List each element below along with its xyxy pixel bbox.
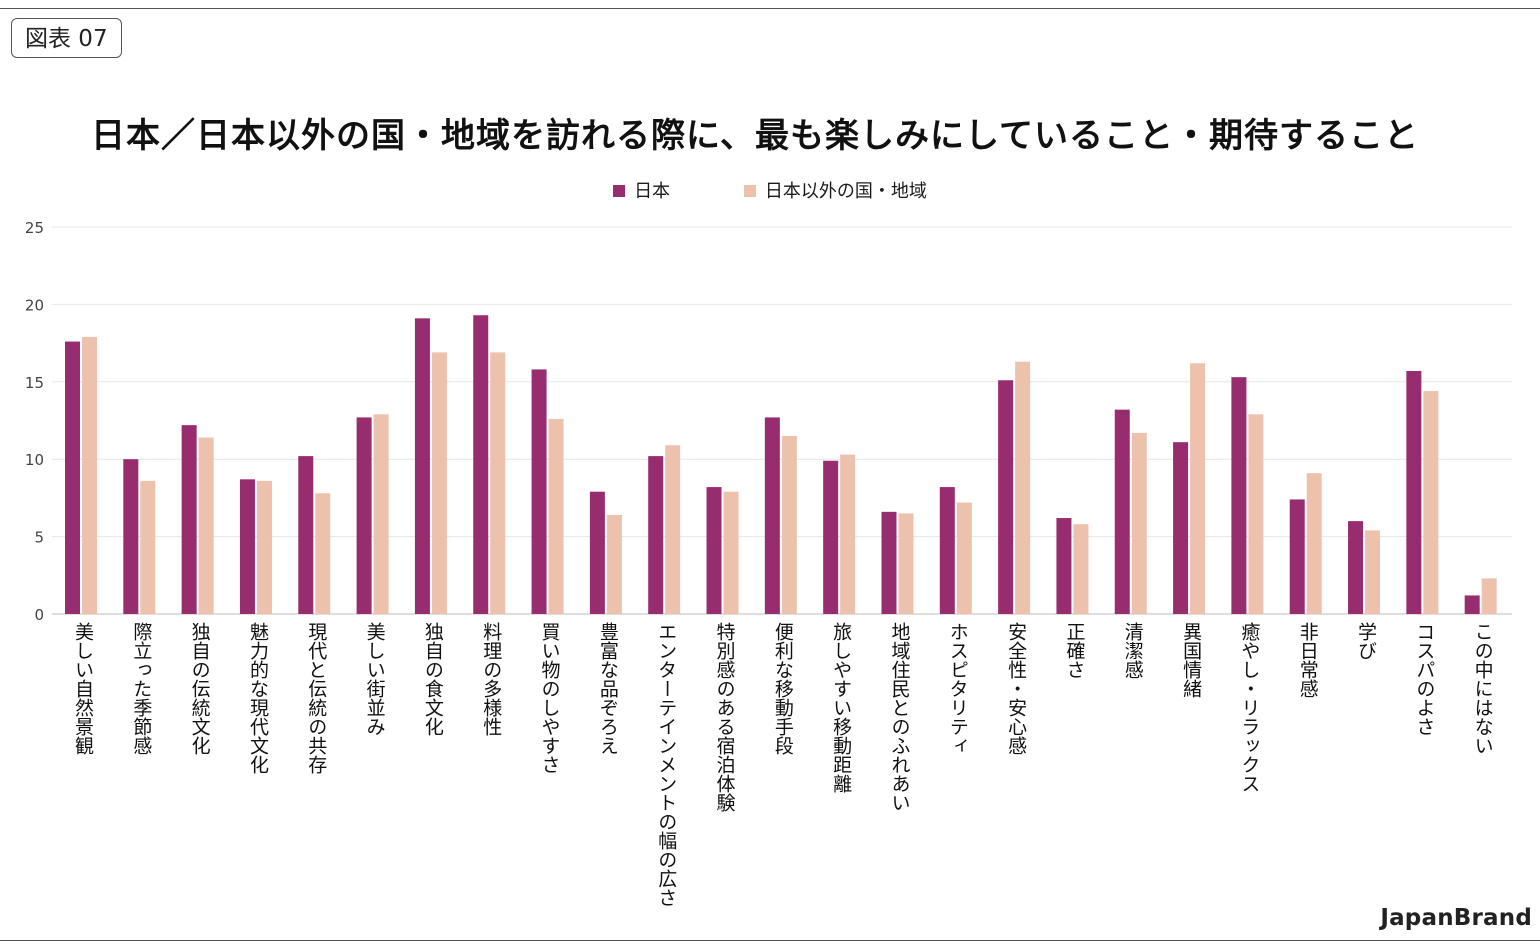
bar-japan-23[interactable]: [1406, 370, 1422, 614]
bar-other-14[interactable]: [898, 513, 914, 614]
x-category-label: 魅力的な現代文化: [246, 622, 269, 774]
bar-japan-22[interactable]: [1348, 521, 1364, 614]
bar-other-7[interactable]: [490, 352, 506, 614]
bar-other-23[interactable]: [1423, 391, 1439, 614]
bar-other-20[interactable]: [1248, 414, 1264, 614]
x-category-label: 学び: [1355, 622, 1378, 660]
bar-other-19[interactable]: [1190, 363, 1206, 614]
bar-other-9[interactable]: [606, 514, 622, 614]
bar-japan-6[interactable]: [414, 318, 430, 614]
bar-japan-20[interactable]: [1231, 377, 1247, 614]
bar-japan-3[interactable]: [239, 479, 255, 614]
x-category-label: 買い物のしやすさ: [538, 622, 561, 774]
bar-other-5[interactable]: [373, 414, 389, 614]
bar-other-10[interactable]: [665, 445, 681, 614]
x-category-label: 便利な移動手段: [771, 622, 794, 755]
bar-japan-10[interactable]: [648, 456, 664, 614]
bar-other-17[interactable]: [1073, 524, 1089, 614]
bar-other-0[interactable]: [82, 336, 97, 614]
bar-other-12[interactable]: [781, 435, 797, 614]
x-category-label: 異国情緒: [1180, 622, 1203, 698]
legend-item-japan[interactable]: 日本: [613, 177, 670, 203]
bar-other-16[interactable]: [1015, 361, 1031, 614]
x-category-label: コスパのよさ: [1413, 622, 1436, 736]
x-category-label: 旅しやすい移動距離: [830, 622, 853, 793]
bar-japan-2[interactable]: [181, 425, 197, 614]
y-tick-label: 25: [25, 219, 44, 237]
x-category-label: 現代と伝統の共存: [305, 622, 328, 774]
bar-japan-24[interactable]: [1464, 595, 1480, 614]
y-tick-label: 10: [25, 451, 44, 469]
bar-other-13[interactable]: [840, 454, 856, 614]
x-category-label: 清潔感: [1121, 622, 1144, 679]
bar-japan-16[interactable]: [998, 380, 1014, 614]
bar-other-2[interactable]: [198, 437, 214, 614]
x-category-label: 安全性・安心感: [1005, 622, 1028, 755]
bar-japan-8[interactable]: [531, 369, 547, 614]
x-category-label: 豊富な品ぞろえ: [596, 622, 619, 755]
frame-bottom-line: [0, 940, 1540, 941]
legend-item-other[interactable]: 日本以外の国・地域: [743, 177, 927, 203]
bar-other-15[interactable]: [956, 502, 972, 614]
x-category-label: ホスピタリティ: [946, 622, 969, 755]
bar-japan-15[interactable]: [939, 487, 955, 614]
x-category-label: 非日常感: [1296, 622, 1319, 698]
bar-japan-7[interactable]: [473, 315, 489, 614]
x-category-label: 美しい自然景観: [72, 622, 94, 755]
bar-japan-0[interactable]: [65, 341, 80, 614]
chart-title: 日本／日本以外の国・地域を訪れる際に、最も楽しみにしていること・期待すること: [91, 116, 1419, 156]
bar-other-8[interactable]: [548, 418, 564, 614]
bar-other-24[interactable]: [1481, 578, 1497, 614]
legend-label-other: 日本以外の国・地域: [764, 181, 927, 202]
bar-japan-1[interactable]: [123, 459, 139, 614]
x-category-label: 独自の食文化: [421, 622, 444, 736]
x-category-label: 癒やし・リラックス: [1238, 622, 1261, 793]
x-category-label: 独自の伝統文化: [188, 622, 211, 755]
bar-japan-11[interactable]: [706, 487, 722, 614]
legend-swatch-japan: [613, 185, 626, 197]
x-category-label: 地域住民とのふれあい: [888, 622, 911, 812]
x-category-label: この中にはない: [1471, 622, 1494, 755]
chart-legend: 日本 日本以外の国・地域: [0, 177, 1540, 203]
bar-japan-19[interactable]: [1173, 442, 1189, 614]
legend-swatch-other: [743, 185, 756, 197]
frame-top-line: [0, 8, 1540, 9]
brand-logo: JapanBrand: [1380, 905, 1532, 931]
bar-japan-13[interactable]: [823, 460, 839, 614]
figure-number-badge: 図表 07: [11, 18, 122, 58]
y-tick-label: 5: [34, 529, 44, 547]
bar-other-4[interactable]: [315, 493, 331, 614]
x-category-label: 正確さ: [1063, 622, 1086, 679]
bar-japan-17[interactable]: [1056, 518, 1072, 614]
x-category-label: 料理の多様性: [480, 622, 503, 736]
bar-other-6[interactable]: [431, 352, 447, 614]
y-tick-label: 20: [25, 296, 44, 314]
bar-other-3[interactable]: [256, 480, 272, 614]
bar-other-1[interactable]: [140, 480, 156, 614]
bar-japan-21[interactable]: [1289, 499, 1305, 614]
bar-japan-12[interactable]: [764, 417, 780, 614]
bar-other-11[interactable]: [723, 491, 739, 614]
bar-japan-5[interactable]: [356, 417, 372, 614]
x-category-label: 美しい街並み: [363, 622, 386, 736]
bar-other-18[interactable]: [1131, 432, 1147, 614]
bar-other-21[interactable]: [1306, 473, 1322, 614]
y-tick-label: 0: [34, 606, 44, 624]
bar-japan-4[interactable]: [298, 456, 314, 614]
x-category-label: エンターテインメントの幅の広さ: [655, 622, 678, 907]
x-category-label: 特別感のある宿泊体験: [713, 622, 736, 812]
y-tick-label: 15: [25, 374, 44, 392]
legend-label-japan: 日本: [634, 181, 671, 202]
bar-other-22[interactable]: [1365, 530, 1381, 614]
bar-japan-14[interactable]: [881, 511, 897, 614]
bar-japan-18[interactable]: [1114, 409, 1130, 614]
bar-japan-9[interactable]: [589, 491, 605, 614]
x-category-label: 際立った季節感: [130, 622, 153, 755]
